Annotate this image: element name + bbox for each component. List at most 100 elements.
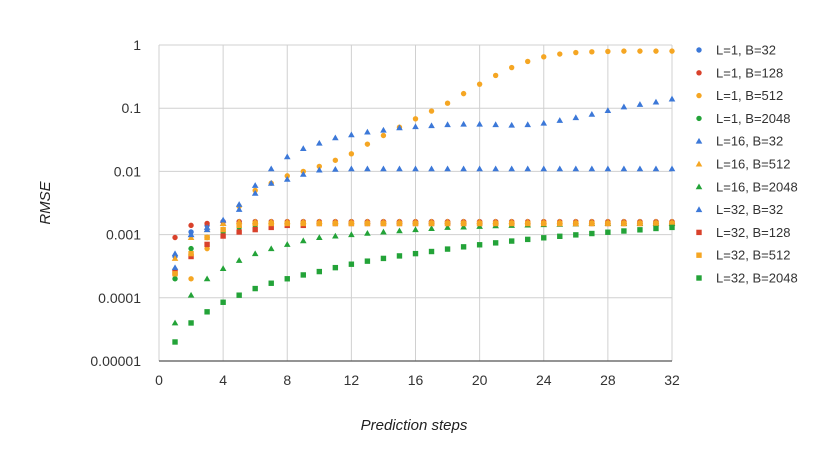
data-point <box>460 165 467 172</box>
data-point <box>251 250 259 257</box>
data-point <box>348 165 355 172</box>
data-point <box>348 261 355 267</box>
legend-item: L=1, B=128 <box>696 65 783 80</box>
data-point <box>541 235 547 241</box>
data-point <box>284 220 290 227</box>
data-point <box>557 233 563 239</box>
legend-item: L=16, B=32 <box>695 134 783 149</box>
data-point <box>348 220 355 227</box>
data-point <box>396 165 403 172</box>
data-point <box>236 229 242 235</box>
data-point <box>364 229 371 236</box>
legend-item: L=16, B=2048 <box>695 179 798 194</box>
legend-marker <box>696 115 702 122</box>
data-point <box>636 165 644 172</box>
x-tick-label: 0 <box>155 372 163 388</box>
data-point <box>364 141 371 147</box>
data-point <box>380 165 387 172</box>
data-point <box>508 64 515 71</box>
data-point <box>187 231 195 238</box>
legend-label: L=32, B=2048 <box>716 271 798 286</box>
legend-label: L=16, B=2048 <box>716 179 798 194</box>
data-point <box>428 225 435 231</box>
x-tick-label: 8 <box>283 372 291 388</box>
data-point <box>364 128 371 135</box>
y-tick-label: 0.00001 <box>90 353 141 369</box>
data-point <box>460 90 467 97</box>
data-point <box>203 226 211 233</box>
legend-marker <box>695 206 703 213</box>
data-point <box>556 165 564 172</box>
data-point <box>188 222 194 229</box>
data-point <box>653 225 659 232</box>
x-tick-label: 28 <box>600 372 616 388</box>
data-point <box>573 49 579 56</box>
x-axis-title: Prediction steps <box>361 417 468 434</box>
y-tick-labels: 0.00001 0.0001 0.001 0.01 0.1 1 <box>90 37 141 369</box>
data-point <box>605 220 611 227</box>
legend-label: L=16, B=512 <box>716 157 790 172</box>
data-point <box>380 228 387 235</box>
data-point <box>348 131 355 138</box>
data-point <box>364 165 371 172</box>
data-point <box>187 291 195 298</box>
series-10 <box>172 224 675 345</box>
data-point <box>573 232 579 238</box>
data-point <box>589 230 595 237</box>
series-5 <box>171 218 676 261</box>
legend-marker <box>696 252 702 258</box>
data-point <box>428 108 435 114</box>
legend-label: L=1, B=512 <box>716 88 783 103</box>
data-point <box>525 236 531 243</box>
data-point <box>188 253 194 260</box>
data-point <box>172 271 178 277</box>
data-point <box>235 206 243 212</box>
data-point <box>171 250 179 257</box>
y-tick-label: 1 <box>133 37 141 53</box>
data-point <box>540 165 548 172</box>
data-point <box>204 309 210 315</box>
data-point <box>508 165 515 172</box>
data-point <box>476 242 483 248</box>
data-point <box>348 151 355 157</box>
legend-label: L=1, B=2048 <box>716 111 790 126</box>
series-3 <box>172 220 675 282</box>
data-point <box>444 224 451 230</box>
data-point <box>236 222 242 229</box>
data-point <box>219 216 227 223</box>
data-point <box>299 237 307 244</box>
data-point <box>541 220 547 227</box>
legend-item: L=1, B=32 <box>696 43 776 58</box>
data-point <box>573 220 579 227</box>
data-point <box>541 54 547 60</box>
data-point <box>252 285 258 292</box>
data-point <box>524 165 532 172</box>
y-tick-label: 0.01 <box>114 163 141 179</box>
data-point <box>316 163 323 170</box>
data-point <box>444 165 451 172</box>
data-point <box>220 233 226 239</box>
data-point <box>188 320 194 326</box>
data-point <box>508 238 515 244</box>
x-tick-label: 20 <box>472 372 488 388</box>
series-7 <box>171 165 676 271</box>
data-point <box>412 165 419 172</box>
series-8 <box>172 220 675 276</box>
data-point <box>332 264 339 271</box>
data-point <box>316 234 323 240</box>
legend-label: L=16, B=32 <box>716 134 783 149</box>
data-point <box>171 255 179 261</box>
data-point <box>251 190 259 196</box>
data-point <box>187 234 195 240</box>
data-point <box>251 182 259 188</box>
data-point <box>380 255 387 262</box>
data-point <box>220 299 226 305</box>
data-point <box>604 165 612 172</box>
data-point <box>283 241 291 247</box>
data-point <box>508 220 515 227</box>
data-point <box>364 258 371 264</box>
data-point <box>557 220 563 227</box>
data-point <box>204 241 210 248</box>
data-point <box>572 114 580 121</box>
data-point <box>476 220 483 227</box>
